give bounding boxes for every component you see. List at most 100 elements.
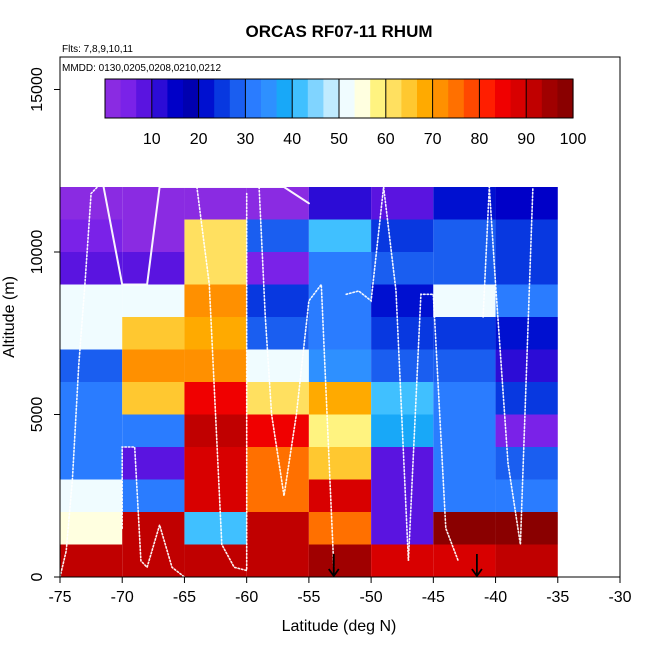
heatmap-cell [495, 544, 558, 577]
colorbar-swatch [167, 79, 184, 118]
heatmap-cell [371, 284, 434, 317]
arrow-markers [328, 554, 483, 578]
heatmap-cell [433, 187, 496, 220]
heatmap-cell [60, 447, 123, 480]
colorbar: 10 20 30 40 50 60 70 80 90 100 [104, 78, 586, 148]
colorbar-swatch [479, 79, 496, 118]
plot-frame [59, 56, 621, 578]
x-axis-label: Latitude (deg N) [282, 618, 397, 635]
heatmap-cell [495, 479, 558, 512]
colorbar-swatch [214, 79, 231, 118]
annotation-flights: Flts: 7,8,9,10,11 [62, 44, 133, 55]
heatmap-cell [122, 252, 185, 285]
colorbar-swatch [510, 79, 527, 118]
heatmap-cell [371, 512, 434, 545]
heatmap-cell [60, 544, 123, 577]
heatmap-cell [495, 219, 558, 252]
x-tick-label: -30 [608, 589, 631, 606]
colorbar-swatch [354, 79, 371, 118]
heatmap-cell [308, 447, 372, 480]
flight-track-track-2 [102, 186, 310, 286]
colorbar-swatch [105, 79, 122, 118]
colorbar-swatch [261, 79, 278, 118]
heatmap-cell [371, 349, 434, 382]
heatmap-cell [246, 219, 309, 252]
heatmap-cell [60, 219, 123, 252]
heatmap-cell [184, 219, 247, 252]
heatmap-cell [246, 414, 309, 447]
colorbar-swatch [495, 79, 512, 118]
x-tick-label: -65 [173, 589, 196, 606]
heatmap-cell [184, 317, 247, 350]
heatmap-cell [495, 447, 558, 480]
colorbar-swatch [276, 79, 293, 118]
heatmap-cell [308, 414, 372, 447]
colorbar-swatch [292, 79, 309, 118]
heatmap-cell [246, 349, 309, 382]
heatmap-cell [308, 349, 372, 382]
heatmap-cell [308, 479, 372, 512]
y-axis-label: Altitude (m) [1, 276, 18, 358]
heatmap-cell [122, 382, 185, 415]
y-axis: 0 5000 10000 15000 [29, 67, 60, 581]
colorbar-swatch [136, 79, 153, 118]
arrow-marker-2 [471, 554, 483, 578]
heatmap-cell [184, 382, 247, 415]
heatmap-cell [122, 284, 185, 317]
colorbar-swatch [432, 79, 449, 118]
heatmap-cell [433, 284, 496, 317]
heatmap-cell [184, 284, 247, 317]
colorbar-swatch [198, 79, 215, 118]
heatmap-cell [122, 512, 185, 545]
heatmap-cell [371, 382, 434, 415]
chart-title: ORCAS RF07-11 RHUM [245, 22, 432, 41]
heatmap-cell [184, 544, 247, 577]
heatmap-cell [122, 317, 185, 350]
y-tick-label: 5000 [29, 397, 46, 433]
heatmap-cell [246, 544, 309, 577]
flight-track-track-3 [121, 446, 186, 578]
colorbar-swatch [323, 79, 340, 118]
heatmap-cell [122, 447, 185, 480]
heatmap-cell [60, 317, 123, 350]
heatmap-cell [184, 252, 247, 285]
x-tick-label: -55 [297, 589, 320, 606]
heatmap-cell [122, 544, 185, 577]
heatmap-cell [308, 284, 372, 317]
heatmap-cell [495, 284, 558, 317]
annotation-mmdd: MMDD: 0130,0205,0208,0210,0212 [62, 63, 221, 74]
y-tick-label: 0 [29, 572, 46, 581]
x-tick-label: -50 [360, 589, 383, 606]
colorbar-swatch [417, 79, 434, 118]
heatmap-cell [308, 512, 372, 545]
colorbar-swatch [120, 79, 137, 118]
heatmap-cell [246, 187, 309, 220]
heatmap-cell [371, 219, 434, 252]
heatmap-cell [60, 414, 123, 447]
heatmap-cell [122, 187, 185, 220]
y-tick-label: 10000 [29, 230, 46, 275]
heatmap-cell [184, 349, 247, 382]
heatmap-cell [246, 512, 309, 545]
heatmap-cell [122, 414, 185, 447]
heatmap-cell [433, 219, 496, 252]
flight-tracks [59, 186, 534, 578]
x-tick-label: -70 [111, 589, 134, 606]
colorbar-tick-label: 90 [517, 131, 535, 148]
heatmap-cell [433, 544, 496, 577]
heatmap-cell [308, 382, 372, 415]
colorbar-tick-label: 40 [283, 131, 301, 148]
heatmap-cells [60, 187, 558, 577]
heatmap-cell [246, 252, 309, 285]
heatmap-cell [371, 447, 434, 480]
colorbar-swatch [245, 79, 262, 118]
heatmap-cell [495, 382, 558, 415]
colorbar-tick-label: 20 [190, 131, 208, 148]
heatmap-cell [371, 317, 434, 350]
heatmap-cell [433, 512, 496, 545]
heatmap-cell [308, 219, 372, 252]
heatmap-cell [60, 349, 123, 382]
x-tick-label: -45 [422, 589, 445, 606]
